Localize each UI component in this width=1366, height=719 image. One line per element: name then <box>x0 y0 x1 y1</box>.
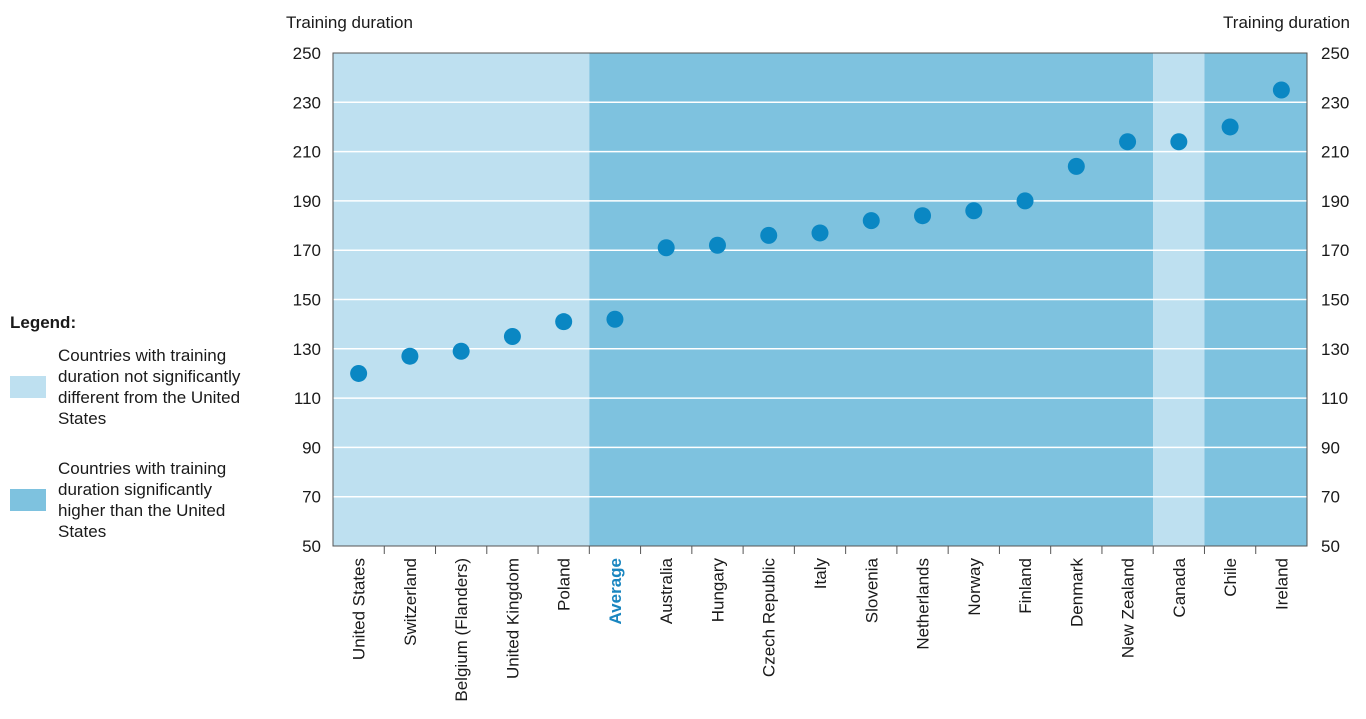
y-tick-label-right: 210 <box>1321 143 1349 162</box>
y-axis-title-left: Training duration <box>286 13 413 32</box>
x-label-australia: Australia <box>657 557 676 624</box>
x-label-finland: Finland <box>1016 558 1035 614</box>
y-tick-label-right: 250 <box>1321 44 1349 63</box>
point-new-zealand <box>1119 133 1137 151</box>
point-united-kingdom <box>503 327 521 345</box>
point-finland <box>1016 192 1034 210</box>
point-switzerland <box>401 347 419 365</box>
point-australia <box>657 239 675 257</box>
x-label-denmark: Denmark <box>1067 558 1086 627</box>
legend-label-not-different: Countries with training duration not sig… <box>58 346 241 428</box>
point-denmark <box>1067 157 1085 175</box>
y-tick-label-left: 110 <box>294 389 321 408</box>
y-tick-label-left: 150 <box>293 291 321 310</box>
x-label-united-kingdom: United Kingdom <box>503 558 522 679</box>
y-tick-label-right: 70 <box>1321 488 1340 507</box>
x-label-norway: Norway <box>965 558 984 616</box>
x-label-czech-republic: Czech Republic <box>760 558 779 678</box>
data-points <box>350 81 1290 382</box>
point-italy <box>811 224 829 242</box>
y-tick-label-left: 130 <box>293 340 321 359</box>
y-tick-label-left: 210 <box>293 143 321 162</box>
y-tick-label-right: 130 <box>1321 340 1349 359</box>
x-label-switzerland: Switzerland <box>401 558 420 646</box>
y-tick-label-right: 90 <box>1321 438 1340 457</box>
y-tick-label-left: 70 <box>302 488 321 507</box>
y-axis-right: 50 70 90 110 130 150 170 190 210 230 250 <box>1321 44 1349 556</box>
y-tick-label-left: 190 <box>293 192 321 211</box>
y-tick-label-left: 170 <box>293 241 321 260</box>
y-tick-label-right: 110 <box>1321 389 1348 408</box>
point-czech-republic <box>760 226 778 244</box>
point-hungary <box>708 236 726 254</box>
y-axis-left: 50 70 90 110 130 150 170 190 210 230 250 <box>293 44 321 556</box>
legend-swatch-dark <box>10 489 46 511</box>
x-label-united-states: United States <box>350 558 369 660</box>
x-label-average: Average <box>606 558 625 624</box>
point-canada <box>1170 133 1188 151</box>
x-label-italy: Italy <box>811 558 830 590</box>
y-tick-label-right: 230 <box>1321 93 1349 112</box>
point-norway <box>965 202 983 220</box>
point-ireland <box>1272 81 1290 99</box>
point-average <box>606 310 624 328</box>
point-poland <box>555 313 573 331</box>
x-label-poland: Poland <box>555 558 574 611</box>
x-label-slovenia: Slovenia <box>862 557 881 623</box>
y-tick-label-left: 230 <box>293 93 321 112</box>
x-label-ireland: Ireland <box>1272 558 1291 610</box>
x-tick-marks <box>383 546 1257 554</box>
x-label-new-zealand: New Zealand <box>1119 558 1138 658</box>
legend-title: Legend: <box>10 313 77 332</box>
y-tick-label-left: 250 <box>293 44 321 63</box>
point-belgium-flanders <box>452 342 470 360</box>
legend-label-higher: Countries with training duration signifi… <box>58 459 227 541</box>
point-netherlands <box>914 207 932 225</box>
y-tick-label-right: 170 <box>1321 241 1349 260</box>
x-label-hungary: Hungary <box>708 558 727 623</box>
plot-frame <box>332 52 1308 547</box>
y-tick-label-right: 150 <box>1321 291 1349 310</box>
y-tick-label-left: 90 <box>302 438 321 457</box>
point-chile <box>1221 118 1239 136</box>
point-united-states <box>350 364 368 382</box>
y-tick-label-left: 50 <box>302 537 321 556</box>
point-slovenia <box>862 212 880 230</box>
y-tick-label-right: 50 <box>1321 537 1340 556</box>
y-axis-title-right: Training duration <box>1223 13 1350 32</box>
legend-item-not-different: Countries with training duration not sig… <box>10 345 258 429</box>
x-axis-labels: United States Switzerland Belgium (Flander… <box>350 557 1292 701</box>
gridlines <box>333 101 1307 498</box>
y-tick-label-right: 190 <box>1321 192 1349 211</box>
x-label-belgium-flanders: Belgium (Flanders) <box>452 558 471 702</box>
x-label-chile: Chile <box>1221 558 1240 597</box>
legend-swatch-light <box>10 376 46 398</box>
x-label-canada: Canada <box>1170 557 1189 617</box>
x-label-netherlands: Netherlands <box>914 558 933 650</box>
legend-item-higher: Countries with training duration signifi… <box>10 458 258 542</box>
